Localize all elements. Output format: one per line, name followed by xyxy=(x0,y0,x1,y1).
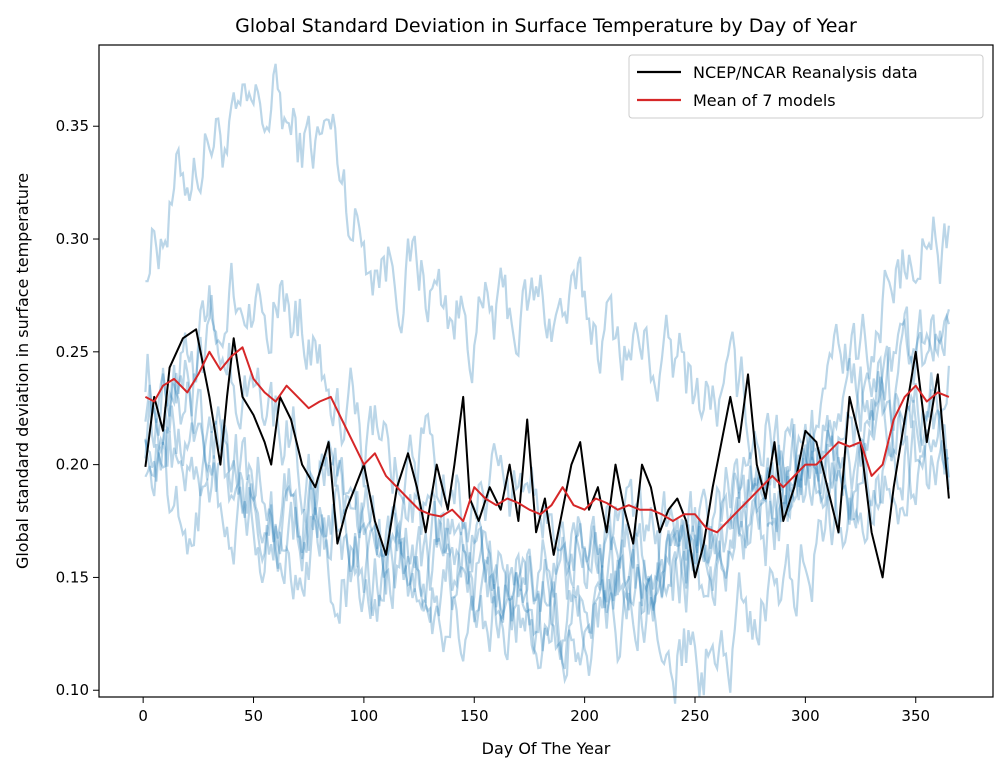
model-run-line xyxy=(144,345,950,685)
x-tick-label: 350 xyxy=(901,707,930,725)
y-axis: 0.10 0.15 0.20 0.25 0.30 0.35 xyxy=(56,117,99,699)
y-tick-label: 0.25 xyxy=(56,343,89,361)
legend-box xyxy=(628,54,984,119)
model-run-line xyxy=(144,406,950,670)
legend-label-models-mean: Mean of 7 models xyxy=(693,91,836,110)
x-tick-label: 0 xyxy=(138,707,148,725)
main-series-group xyxy=(144,328,950,579)
x-axis-label: Day Of The Year xyxy=(482,739,611,758)
x-tick-label: 250 xyxy=(681,707,710,725)
model-run-line xyxy=(144,216,950,613)
model-run-line xyxy=(144,309,950,615)
legend-label-reanalysis: NCEP/NCAR Reanalysis data xyxy=(693,63,918,82)
y-tick-label: 0.35 xyxy=(56,117,89,135)
plot-area-frame xyxy=(98,44,994,698)
x-tick-label: 300 xyxy=(791,707,820,725)
reanalysis-line xyxy=(144,328,950,579)
chart-title: Global Standard Deviation in Surface Tem… xyxy=(235,15,857,37)
x-tick-label: 100 xyxy=(350,707,379,725)
model-series-group xyxy=(144,63,950,704)
x-tick-label: 150 xyxy=(460,707,489,725)
y-tick-label: 0.10 xyxy=(56,681,89,699)
x-axis: 0 50 100 150 200 250 300 350 xyxy=(138,697,930,725)
model-run-line xyxy=(144,294,950,704)
models-mean-line xyxy=(144,346,950,534)
y-tick-label: 0.15 xyxy=(56,568,89,586)
y-tick-label: 0.20 xyxy=(56,456,89,474)
y-axis-label: Global standard deviation in surface tem… xyxy=(13,173,32,569)
x-tick-label: 200 xyxy=(570,707,599,725)
x-tick-label: 50 xyxy=(244,707,263,725)
y-tick-label: 0.30 xyxy=(56,230,89,248)
legend: NCEP/NCAR Reanalysis data Mean of 7 mode… xyxy=(628,54,984,119)
model-run-line xyxy=(144,382,950,653)
model-run-line xyxy=(145,63,950,506)
